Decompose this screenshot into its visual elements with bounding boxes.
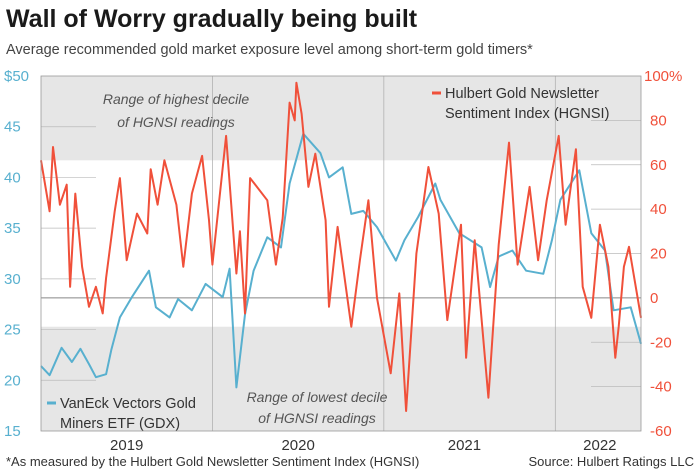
right-tick-label: -40 bbox=[650, 379, 672, 396]
hgnsi-line bbox=[40, 81, 642, 412]
hgnsi-legend-label: Sentiment Index (HGNSI) bbox=[445, 106, 609, 122]
annotation-high: Range of highest decile bbox=[103, 91, 250, 107]
x-tick-label: 2022 bbox=[583, 437, 616, 454]
gdx-legend-label: Miners ETF (GDX) bbox=[60, 416, 180, 432]
chart-title: Wall of Worry gradually being built bbox=[6, 5, 418, 33]
left-tick-label: $50 bbox=[4, 68, 29, 85]
right-tick-label: -60 bbox=[650, 423, 672, 440]
gdx-legend-label: VanEck Vectors Gold bbox=[60, 396, 196, 412]
right-tick-label: 80 bbox=[650, 112, 667, 129]
source: Source: Hulbert Ratings LLC bbox=[529, 454, 694, 469]
right-tick-label: -20 bbox=[650, 334, 672, 351]
gdx-line bbox=[40, 132, 642, 389]
left-tick-label: 35 bbox=[4, 220, 21, 237]
plot-border bbox=[40, 75, 642, 432]
right-tick-label: 40 bbox=[650, 201, 667, 218]
x-tick-label: 2019 bbox=[110, 437, 143, 454]
left-tick-label: 20 bbox=[4, 372, 21, 389]
hgnsi-legend-label: Hulbert Gold Newsletter bbox=[445, 86, 599, 102]
annotation-low: Range of lowest decile bbox=[247, 389, 388, 405]
annotation-high: of HGNSI readings bbox=[117, 114, 235, 130]
annotation-low: of HGNSI readings bbox=[258, 410, 376, 426]
x-tick-label: 2020 bbox=[281, 437, 314, 454]
left-tick-label: 40 bbox=[4, 169, 21, 186]
left-tick-label: 30 bbox=[4, 271, 21, 288]
left-tick-label: 15 bbox=[4, 423, 21, 440]
left-tick-label: 25 bbox=[4, 322, 21, 339]
right-tick-label: 60 bbox=[650, 157, 667, 174]
right-tick-label: 100% bbox=[644, 68, 682, 85]
footnote: *As measured by the Hulbert Gold Newslet… bbox=[6, 454, 419, 469]
left-tick-label: 45 bbox=[4, 119, 21, 136]
highest-decile-band bbox=[41, 76, 641, 161]
right-tick-label: 20 bbox=[650, 246, 667, 263]
x-tick-label: 2021 bbox=[448, 437, 481, 454]
lowest-decile-band bbox=[41, 326, 641, 431]
right-tick-label: 0 bbox=[650, 290, 658, 307]
chart-subtitle: Average recommended gold market exposure… bbox=[6, 42, 533, 58]
